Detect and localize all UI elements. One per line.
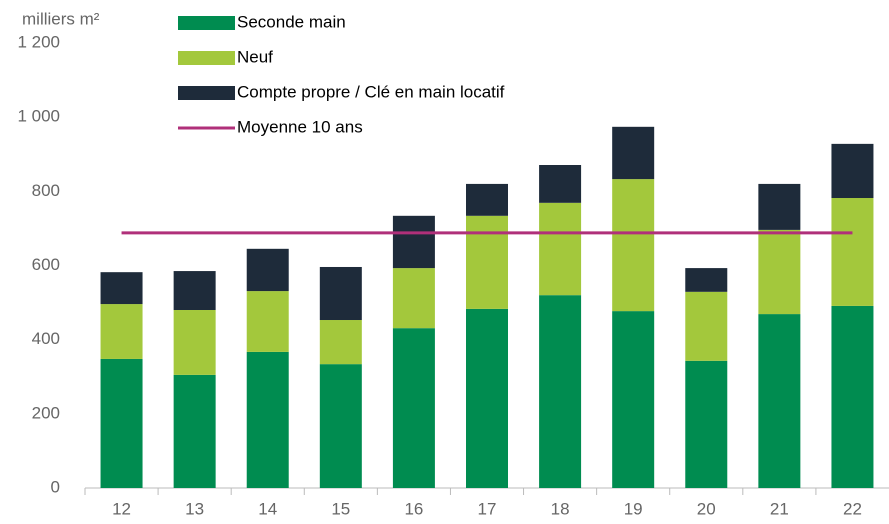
bar — [685, 291, 728, 361]
bar — [612, 311, 655, 488]
x-tick-label: 12 — [112, 499, 131, 518]
bar — [319, 364, 362, 488]
bar — [539, 165, 582, 203]
bar — [392, 268, 435, 329]
legend-swatch — [178, 16, 235, 30]
x-tick-label: 15 — [331, 499, 350, 518]
bar — [539, 202, 582, 296]
y-tick-label: 1 200 — [17, 32, 60, 51]
y-tick-label: 1 000 — [17, 107, 60, 126]
bar — [612, 179, 655, 312]
bar — [831, 198, 874, 306]
legend-label: Neuf — [237, 47, 273, 66]
y-axis-label: milliers m² — [22, 9, 100, 28]
bar — [173, 271, 216, 310]
bar — [246, 351, 289, 488]
bar — [685, 360, 728, 488]
legend-label: Moyenne 10 ans — [237, 117, 363, 136]
bar — [100, 358, 143, 488]
x-tick-label: 19 — [624, 499, 643, 518]
x-tick-label: 22 — [843, 499, 862, 518]
x-tick-label: 13 — [185, 499, 204, 518]
y-tick-label: 600 — [32, 255, 60, 274]
bar — [466, 183, 508, 216]
bar — [100, 304, 143, 359]
y-tick-label: 800 — [32, 181, 60, 200]
x-tick-label: 16 — [404, 499, 423, 518]
bar — [612, 126, 655, 180]
x-tick-label: 18 — [551, 499, 570, 518]
bar — [831, 305, 874, 488]
bar — [319, 266, 362, 321]
y-tick-label: 400 — [32, 329, 60, 348]
bar — [685, 268, 728, 292]
legend-swatch — [178, 51, 235, 65]
legend-label: Compte propre / Clé en main locatif — [237, 82, 505, 101]
x-tick-label: 17 — [478, 499, 497, 518]
bar — [173, 374, 216, 488]
y-tick-label: 200 — [32, 403, 60, 422]
bar — [246, 291, 289, 352]
legend-label: Seconde main — [237, 12, 346, 31]
bar — [758, 229, 801, 315]
bar — [831, 143, 874, 199]
bar — [100, 272, 143, 305]
y-tick-label: 0 — [51, 477, 60, 496]
bar — [758, 183, 801, 230]
bar — [539, 295, 582, 488]
bar — [392, 215, 435, 269]
bar — [246, 248, 289, 292]
x-tick-label: 20 — [697, 499, 716, 518]
bar — [173, 310, 216, 375]
x-tick-label: 14 — [258, 499, 277, 518]
legend-swatch — [178, 86, 235, 100]
bar — [758, 314, 801, 488]
bar — [466, 215, 508, 309]
bar — [392, 328, 435, 488]
bar — [466, 308, 508, 488]
bar — [319, 320, 362, 365]
x-tick-label: 21 — [770, 499, 789, 518]
